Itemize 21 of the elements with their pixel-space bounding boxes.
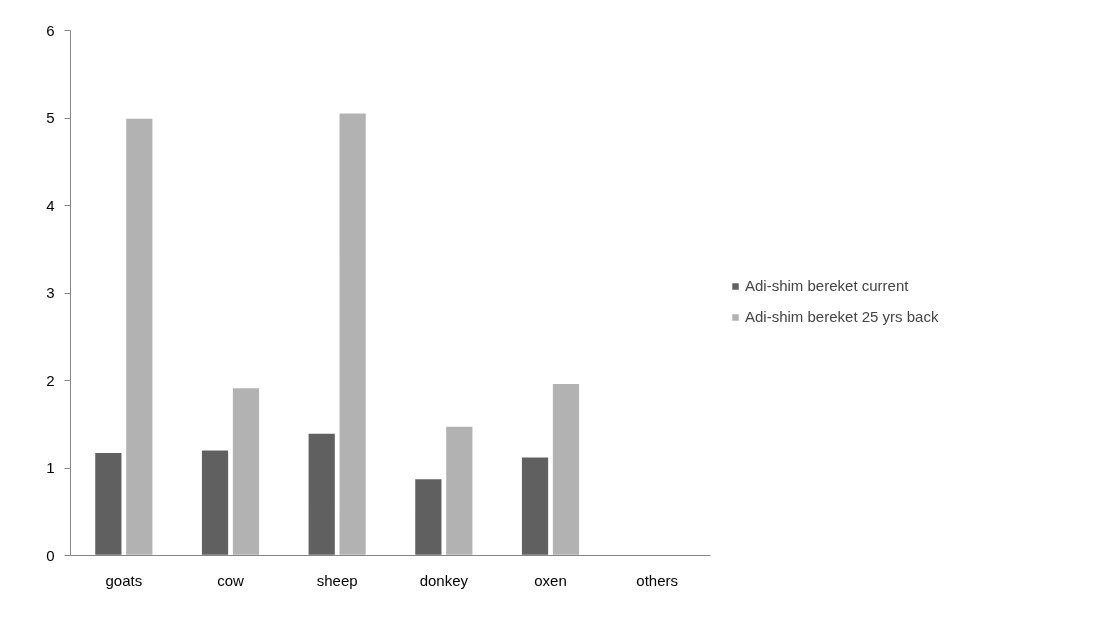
bar	[124, 117, 154, 556]
x-tick-label: goats	[105, 571, 143, 589]
bar	[338, 112, 368, 556]
x-tick-label: sheep	[316, 571, 358, 589]
y-tick-label: 2	[46, 371, 55, 389]
y-tick-label: 4	[46, 196, 55, 214]
y-tick-label: 3	[46, 284, 55, 301]
y-tick-label: 0	[46, 546, 55, 564]
bar	[413, 477, 443, 556]
bar	[307, 432, 337, 556]
x-tick-label: donkey	[419, 571, 469, 589]
x-tick-label: oxen	[534, 571, 567, 589]
x-tick-label: others	[636, 571, 679, 589]
y-tick-label: 5	[46, 109, 55, 126]
bar	[444, 425, 474, 556]
y-tick-label: 1	[46, 459, 55, 476]
bar	[93, 451, 123, 556]
y-tick-label: 6	[46, 21, 55, 39]
x-tick-label: cow	[217, 571, 244, 589]
legend-label: Adi-shim bereket current	[745, 277, 909, 294]
legend-label: Adi-shim bereket 25 yrs back	[745, 308, 939, 325]
